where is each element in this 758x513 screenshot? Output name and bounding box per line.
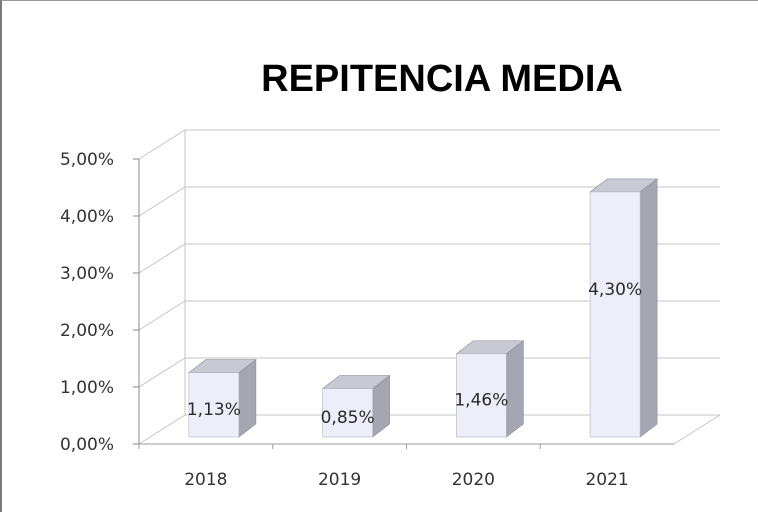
data-label: 1,46% bbox=[454, 390, 508, 410]
chart-title: REPITENCIA MEDIA bbox=[261, 58, 623, 100]
bar-2019 bbox=[321, 374, 391, 438]
bar-2021 bbox=[589, 178, 659, 438]
y-tick-label: 4,00% bbox=[60, 207, 114, 227]
bars: 1,13% 0,85% 1,46% 4,30% bbox=[187, 178, 659, 438]
x-tick-label: 2018 bbox=[184, 470, 227, 490]
bar-side bbox=[506, 340, 524, 438]
data-label: 4,30% bbox=[588, 280, 642, 300]
x-tick-label: 2020 bbox=[452, 470, 495, 490]
bar-front bbox=[589, 191, 641, 438]
bar-side bbox=[238, 358, 257, 438]
bar-2020 bbox=[455, 340, 525, 438]
gridline bbox=[138, 129, 720, 160]
x-tick-label: 2019 bbox=[318, 470, 361, 490]
data-label: 0,85% bbox=[321, 408, 375, 428]
y-tick-label: 1,00% bbox=[60, 378, 114, 398]
y-tick-label: 2,00% bbox=[60, 321, 114, 341]
gridlines bbox=[138, 129, 720, 445]
bar-2018 bbox=[187, 358, 257, 438]
bar-front bbox=[322, 388, 373, 438]
gridline bbox=[138, 414, 720, 445]
bar-side bbox=[639, 178, 658, 438]
y-tick-label: 3,00% bbox=[60, 264, 114, 284]
y-tick-label: 0,00% bbox=[60, 435, 114, 455]
y-axis: 0,00% 1,00% 2,00% 3,00% 4,00% 5,00% bbox=[60, 150, 140, 455]
x-tick-label: 2021 bbox=[585, 470, 628, 490]
gridline bbox=[138, 357, 720, 388]
gridline bbox=[138, 186, 720, 217]
x-axis: 2018 2019 2020 2021 bbox=[138, 444, 629, 490]
data-label: 1,13% bbox=[187, 400, 241, 420]
bar-front bbox=[456, 353, 507, 438]
bar-front bbox=[188, 372, 240, 438]
gridline bbox=[138, 300, 720, 331]
y-tick-label: 5,00% bbox=[60, 150, 114, 170]
floor-right-edge bbox=[673, 414, 721, 445]
gridline bbox=[138, 243, 720, 274]
